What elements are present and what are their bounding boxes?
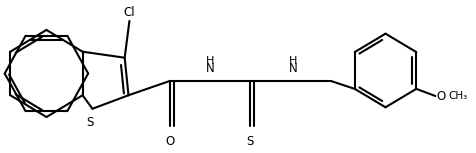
Text: Cl: Cl [123,6,135,19]
Text: S: S [86,116,94,129]
Text: S: S [246,135,254,148]
Text: O: O [436,90,445,103]
Text: N: N [205,62,214,75]
Text: H: H [206,56,214,66]
Text: N: N [288,62,297,75]
Text: H: H [288,56,297,66]
Text: O: O [165,135,174,148]
Text: CH₃: CH₃ [447,91,467,101]
